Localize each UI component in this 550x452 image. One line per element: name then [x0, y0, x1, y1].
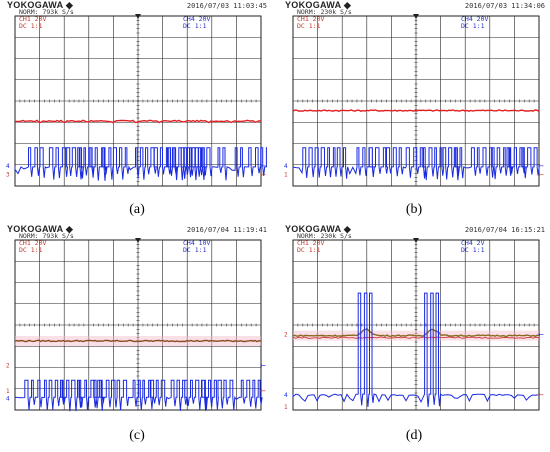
- trigger-level-marker: ←: [538, 162, 544, 170]
- scope-panel-b: YOKOGAWA ◆ NORM: 230k S/s 2016/07/03 11:…: [283, 0, 545, 198]
- yokogawa-logo: YOKOGAWA ◆: [7, 0, 74, 10]
- ch1-trace: [292, 327, 540, 338]
- scope-screen: 2 4 1 ← ←: [284, 238, 544, 411]
- trigger-level-marker: ←: [260, 387, 266, 395]
- level-marker: 1: [6, 388, 10, 395]
- ch4-label: CH4 20V DC 1:1: [461, 15, 489, 30]
- ch4-trace: [292, 147, 540, 181]
- level-marker: 2: [284, 332, 288, 339]
- scope-screen: 41 ←←: [284, 14, 544, 187]
- level-marker: 1: [284, 404, 288, 411]
- yokogawa-logo: YOKOGAWA ◆: [7, 224, 74, 234]
- timestamp: 2016/07/04 11:19:41: [186, 226, 267, 234]
- scope-panel-c: YOKOGAWA ◆ NORM: 793k S/s 2016/07/04 11:…: [5, 224, 267, 422]
- level-marker: 4: [6, 163, 10, 170]
- ch1-trace: [292, 109, 540, 112]
- timestamp: 2016/07/03 11:34:06: [464, 2, 545, 10]
- trigger-marker: [135, 14, 141, 19]
- trigger-level-marker: ←: [260, 361, 266, 369]
- yokogawa-logo: YOKOGAWA ◆: [285, 224, 352, 234]
- ch1-label: CH1 20V DC 1:1: [19, 15, 47, 30]
- caption-c: (c): [129, 428, 145, 443]
- caption-d: (d): [405, 428, 423, 443]
- caption-b: (b): [405, 202, 423, 217]
- ch1-label: CH1 20V DC 1:1: [297, 239, 325, 254]
- yokogawa-logo: YOKOGAWA ◆: [285, 0, 352, 10]
- trigger-level-marker: ←: [538, 391, 544, 399]
- ch1-label: CH1 20V DC 1:1: [297, 15, 325, 30]
- trigger-level-marker: ←: [538, 331, 544, 339]
- level-marker: 2: [6, 362, 10, 369]
- scope-panel-a: YOKOGAWA ◆ NORM: 793k S/s 2016/07/03 11:…: [5, 0, 267, 198]
- sample-rate: NORM: 230k S/s: [297, 8, 352, 16]
- scope-screen: 2 14 ← ←: [6, 238, 266, 412]
- ch1-trace-ref: [292, 336, 540, 339]
- trigger-level-marker: ←: [260, 170, 266, 178]
- scope-panel-d: YOKOGAWA ◆ NORM: 230k S/s 2016/07/04 16:…: [283, 224, 545, 422]
- sample-rate: NORM: 793k S/s: [19, 232, 74, 240]
- ch1-label: CH1 20V DC 1:1: [19, 239, 47, 254]
- trigger-marker: [413, 238, 419, 243]
- ch4-label: CH4 2V DC 1:1: [461, 239, 485, 254]
- ch1-trace: [14, 339, 262, 343]
- sample-rate: NORM: 230k S/s: [297, 232, 352, 240]
- ch1-trace: [15, 119, 262, 124]
- ch4-trace: [14, 147, 267, 181]
- ch4-trace: [292, 292, 539, 408]
- level-marker: 3: [6, 171, 10, 178]
- level-marker: 1: [284, 171, 288, 178]
- trigger-marker: [135, 238, 141, 243]
- trigger-marker: [413, 14, 419, 19]
- trigger-level-marker: ←: [260, 162, 266, 170]
- ch4-trace: [14, 379, 263, 412]
- scope-screen: 43 ←←: [6, 14, 267, 187]
- caption-a: (a): [129, 202, 145, 217]
- timestamp: 2016/07/04 16:15:21: [464, 226, 545, 234]
- level-marker: 4: [284, 392, 288, 399]
- timestamp: 2016/07/03 11:03:45: [186, 2, 267, 10]
- level-marker: 4: [284, 163, 288, 170]
- sample-rate: NORM: 793k S/s: [19, 8, 74, 16]
- level-marker: 4: [6, 395, 10, 402]
- trigger-level-marker: ←: [538, 170, 544, 178]
- ch4-label: CH4 20V DC 1:1: [183, 15, 211, 30]
- ch4-label: CH4 10V DC 1:1: [183, 239, 211, 254]
